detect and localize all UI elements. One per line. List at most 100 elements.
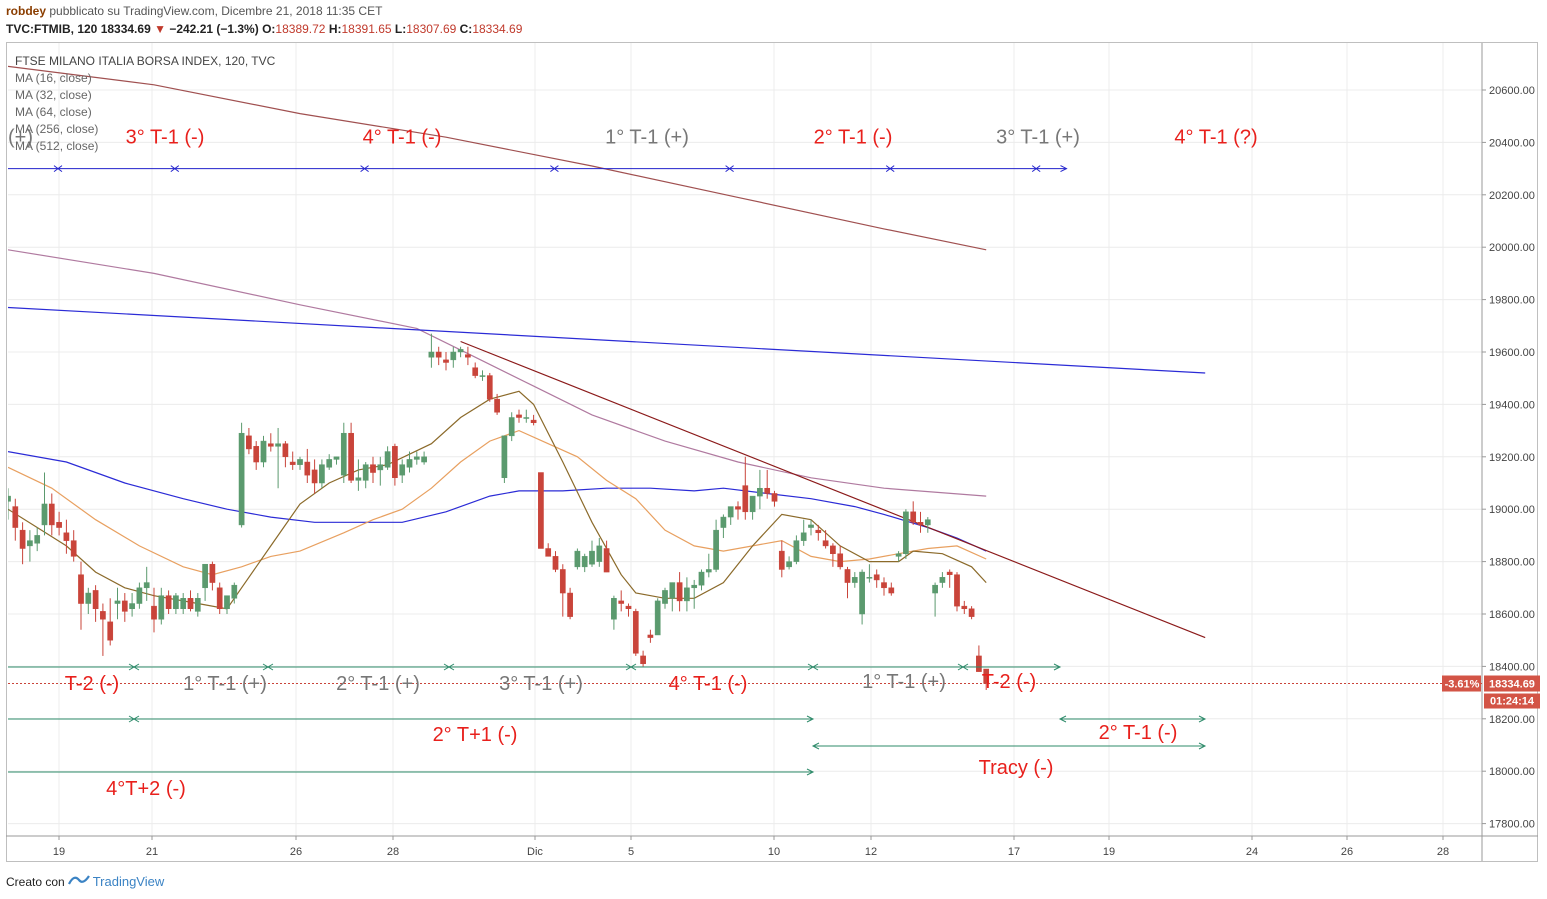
candle-body bbox=[187, 598, 194, 610]
candle-body bbox=[727, 506, 734, 518]
legend-ma512[interactable]: MA (512, close) bbox=[15, 139, 99, 153]
candle-body bbox=[684, 587, 690, 602]
x-tick-label: 19 bbox=[1103, 846, 1115, 858]
candle-body bbox=[450, 351, 457, 361]
candle-body bbox=[508, 417, 515, 437]
low-label: L: bbox=[394, 22, 407, 36]
publisher-line: robdey pubblicato su TradingView.com, Di… bbox=[6, 4, 382, 18]
legend-ma32[interactable]: MA (32, close) bbox=[15, 88, 92, 102]
cycle-mark-icon bbox=[1031, 165, 1041, 172]
tradingview-logo-icon[interactable] bbox=[67, 874, 90, 889]
x-tick-label: 26 bbox=[290, 846, 302, 858]
candle-body bbox=[800, 532, 807, 541]
cycle-mark-icon bbox=[53, 165, 63, 172]
candle-body bbox=[742, 485, 749, 513]
candle-body bbox=[501, 435, 508, 479]
candle-body bbox=[479, 375, 486, 377]
x-tick-label: 10 bbox=[768, 846, 780, 858]
x-tick-label: 24 bbox=[1246, 846, 1258, 858]
legend-title[interactable]: FTSE MILANO ITALIA BORSA INDEX, 120, TVC bbox=[15, 54, 276, 68]
x-tick-label: Dic bbox=[527, 846, 543, 858]
long-trend-line bbox=[8, 306, 1206, 374]
high-label: H: bbox=[328, 22, 342, 36]
legend-ma256[interactable]: MA (256, close) bbox=[15, 122, 99, 136]
cycle-arrow-icon bbox=[806, 715, 815, 723]
candle-body bbox=[830, 545, 836, 554]
y-tick-label: 20600.00 bbox=[1489, 85, 1535, 97]
candle-body bbox=[392, 446, 398, 479]
x-tick-label: 12 bbox=[865, 846, 877, 858]
top-cycle-label: 2° T-1 (-) bbox=[814, 127, 893, 149]
candle-body bbox=[698, 571, 705, 586]
candle-body bbox=[822, 540, 829, 547]
ma64-line bbox=[8, 451, 987, 552]
cycle-mark-icon bbox=[725, 165, 734, 172]
x-tick-label: 17 bbox=[1008, 846, 1020, 858]
top-cycle-label: 3° T-1 (-) bbox=[126, 127, 205, 149]
cycle-arrow-icon bbox=[1198, 742, 1207, 750]
candle-body bbox=[888, 587, 895, 594]
footer: Creato con TradingView bbox=[6, 874, 164, 889]
candle-body bbox=[19, 529, 26, 549]
candle-body bbox=[932, 584, 938, 594]
x-tick-label: 21 bbox=[146, 846, 158, 858]
candle-body bbox=[443, 359, 449, 363]
cycle-arrow-icon bbox=[811, 742, 820, 750]
publisher-name[interactable]: robdey bbox=[6, 4, 47, 18]
price-tag: 18334.69 bbox=[1489, 679, 1535, 691]
candle-body bbox=[114, 600, 121, 604]
candle-body bbox=[815, 529, 822, 534]
cycle-mark-icon bbox=[957, 663, 969, 671]
candle-body bbox=[917, 522, 924, 526]
candle-body bbox=[968, 608, 975, 617]
candle-body bbox=[691, 584, 698, 589]
y-tick-label: 19200.00 bbox=[1489, 452, 1535, 464]
candle-body bbox=[954, 574, 960, 607]
high-value: 18391.65 bbox=[341, 22, 392, 36]
candle-body bbox=[472, 367, 479, 376]
candle-body bbox=[523, 417, 530, 419]
y-tick-label: 20200.00 bbox=[1489, 190, 1535, 202]
candle-body bbox=[516, 414, 522, 418]
candle-body bbox=[494, 398, 500, 413]
candle-body bbox=[63, 532, 70, 541]
candle-body bbox=[903, 511, 909, 554]
y-tick-label: 20400.00 bbox=[1489, 137, 1535, 149]
bottom-cycle-label: 2° T-1 (-) bbox=[1099, 722, 1178, 744]
legend-ma16[interactable]: MA (16, close) bbox=[15, 71, 92, 85]
candle-body bbox=[143, 582, 150, 589]
candle-body bbox=[530, 419, 537, 423]
cycle-arrow-icon bbox=[1198, 715, 1207, 723]
candle-body bbox=[924, 519, 931, 526]
candle-body bbox=[771, 493, 778, 502]
candle-body bbox=[552, 556, 559, 570]
tradingview-brand-link[interactable]: TradingView bbox=[92, 874, 165, 889]
candle-body bbox=[603, 548, 610, 573]
candle-body bbox=[676, 582, 683, 602]
legend-ma64[interactable]: MA (64, close) bbox=[15, 105, 92, 119]
pct-tag: -3.61% bbox=[1445, 679, 1480, 691]
y-tick-label: 19600.00 bbox=[1489, 347, 1535, 359]
candle-body bbox=[27, 540, 33, 547]
candle-body bbox=[581, 556, 588, 568]
bottom-cycle-label: T-2 (-) bbox=[65, 673, 119, 695]
candle-body bbox=[435, 351, 442, 358]
candle-body bbox=[12, 506, 19, 528]
cycle-mark-icon bbox=[170, 165, 180, 172]
x-tick-label: 28 bbox=[387, 846, 399, 858]
y-tick-label: 19400.00 bbox=[1489, 399, 1535, 411]
candle-body bbox=[311, 469, 318, 484]
candle-body bbox=[859, 571, 865, 615]
candle-body bbox=[107, 621, 114, 641]
symbol-label[interactable]: TVC:FTMIB, 120 bbox=[6, 22, 98, 36]
y-tick-label: 18200.00 bbox=[1489, 714, 1535, 726]
candle-body bbox=[121, 600, 128, 612]
candle-body bbox=[275, 443, 281, 447]
top-cycle-label: (+) bbox=[8, 127, 33, 149]
bottom-cycle-label: 3° T-1 (+) bbox=[499, 673, 583, 695]
candle-body bbox=[946, 571, 953, 575]
created-with-label: Creato con bbox=[6, 874, 65, 889]
bottom-cycle-label: 4°T+2 (-) bbox=[106, 778, 186, 800]
candle-body bbox=[457, 349, 464, 353]
